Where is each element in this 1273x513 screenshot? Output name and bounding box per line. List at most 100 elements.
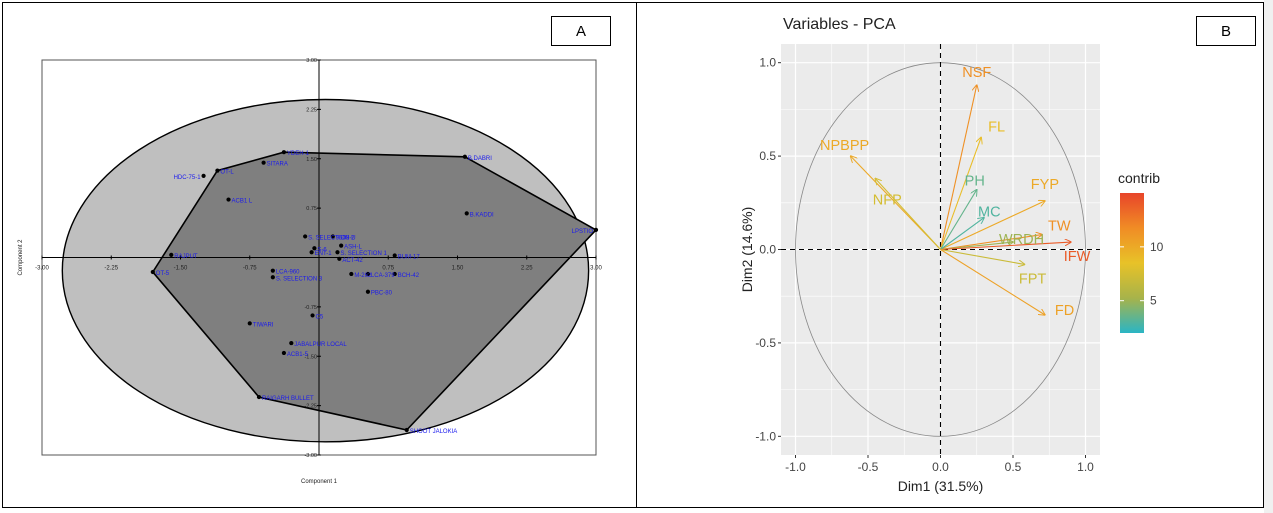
variable-label-fl: FL: [988, 119, 1005, 135]
y-tick-label: -0.5: [755, 336, 776, 350]
panel-b-label: B: [1196, 16, 1256, 46]
x-axis-title: Component 1: [301, 479, 338, 485]
point-label-bch-42: BCH-42: [398, 273, 420, 279]
point-label-ash-l: ASH-L: [344, 245, 362, 251]
variable-arrow-wrdh: [940, 242, 1014, 251]
point-label-ydeh-1: YDEH-1: [287, 151, 310, 157]
point-label-hdc-75-1: HDC-75-1: [174, 175, 202, 181]
y-tick-label: 0.5: [759, 149, 776, 163]
variable-label-nsf: NSF: [962, 65, 991, 81]
point-ot-l: [215, 168, 220, 173]
point-label-s-selection-2: S. SELECTION 2: [308, 235, 355, 241]
point-label-ent-1: ENT-1: [315, 251, 333, 257]
y-tick-label: -0.75: [304, 305, 317, 311]
point-label-b-dabri: B.DABRI: [468, 156, 492, 162]
point-act-42: [337, 256, 342, 261]
point-label-sitara: SITARA: [267, 162, 288, 168]
point-ot-5: [150, 269, 155, 275]
point-acb1-5: [281, 350, 287, 356]
y-tick-label: 1.50: [306, 157, 317, 163]
y-tick-label: -3.00: [304, 453, 317, 459]
variable-label-npbpp: NPBPP: [820, 138, 869, 154]
point-label-pbc-80: PBC-80: [371, 291, 393, 297]
point-acb1-l: [226, 197, 231, 202]
legend-tick-label: 5: [1150, 294, 1157, 308]
point-s-selection-1: [335, 250, 340, 255]
chart-title: Variables - PCA: [783, 16, 896, 33]
point-lca-960: [270, 268, 275, 273]
point-m-262: [349, 271, 354, 277]
x-tick-label: 2.25: [521, 266, 533, 272]
point-label-rajput: RAJPUT: [174, 254, 198, 260]
x-tick-label: 0.0: [932, 460, 949, 474]
x-tick-label: -1.0: [785, 460, 806, 474]
variable-label-wrdh: WRDH: [999, 232, 1044, 248]
point-label-acb1-l: ACB1 L: [232, 199, 253, 205]
y-tick-label: -1.0: [755, 429, 776, 443]
y-axis-title: Dim2 (14.6%): [739, 207, 755, 293]
point-sitara: [261, 160, 266, 165]
legend-colorbar: [1120, 193, 1144, 333]
y-axis-title: Component 2: [18, 239, 24, 276]
point-bum-17: [392, 253, 397, 258]
x-tick-label: -0.5: [858, 460, 879, 474]
y-tick-label: -2.25: [304, 404, 317, 410]
point-s-6: [312, 246, 317, 251]
y-tick-label: 1.0: [759, 56, 776, 70]
point-label-shoot-jalokia: SHOOT JALOKIA: [410, 429, 458, 435]
point-label-bum-17: BUM-17: [398, 255, 421, 261]
point-pbc-80: [365, 289, 371, 294]
point-label-m-262: M-262: [354, 273, 372, 279]
variable-arrow-fyp: [940, 201, 1045, 250]
point-b-dabri: [462, 154, 467, 159]
point-label-lca-379: LCA-379: [371, 273, 395, 279]
point-s-selection-2: [303, 234, 308, 239]
point-bch-42: [392, 271, 397, 277]
variable-arrow-ph: [940, 190, 977, 250]
variable-arrow-nsf: [939, 85, 977, 250]
variable-arrow-nfp: [875, 179, 941, 250]
y-tick-label: 0.75: [306, 206, 317, 212]
point-ent-1: [309, 250, 314, 255]
point-c5: [310, 313, 315, 318]
y-tick-label: 0.0: [759, 243, 776, 257]
x-tick-label: -1.50: [174, 266, 188, 272]
variable-arrow-fpt: [940, 248, 1025, 265]
point-b-kaddi: [464, 211, 469, 216]
y-tick-label: -1.50: [304, 354, 317, 360]
variable-label-nfp: NFP: [873, 193, 902, 209]
convex-hull: [151, 151, 598, 431]
panel-divider: [636, 2, 637, 508]
x-tick-label: 1.0: [1077, 460, 1094, 474]
variable-label-mc: MC: [978, 205, 1001, 221]
point-label-ot-l: OT-L: [220, 170, 234, 176]
point-ash-l: [339, 243, 344, 248]
window-gutter: [1264, 0, 1273, 513]
panel-a-label: A: [551, 16, 611, 46]
legend-title: contrib: [1118, 170, 1160, 186]
point-label-lpstio: LPSTIO: [572, 229, 594, 235]
point-label-act-42: ACT-42: [342, 258, 363, 264]
variable-arrow-fd: [940, 249, 1045, 315]
variable-label-tw: TW: [1048, 219, 1071, 235]
variable-arrow-ifw: [940, 242, 1072, 251]
point-label-acb1-5: ACB1-5: [287, 352, 309, 358]
point-label-lca-960: LCA-960: [276, 270, 300, 276]
variable-label-ifw: IFW: [1064, 249, 1091, 265]
point-raigarh-bullet: [256, 394, 262, 400]
x-tick-label: -0.75: [243, 266, 257, 272]
point-shoot-jalokia: [404, 427, 409, 433]
point-label-ot-5: OT-5: [156, 271, 170, 277]
variable-label-fpt: FPT: [1019, 271, 1047, 287]
variable-label-fyp: FYP: [1031, 177, 1059, 193]
point-label-s-selection-1: S. SELECTION 1: [340, 251, 387, 257]
figure-frame: [2, 2, 1264, 508]
variable-label-ph: PH: [965, 174, 985, 190]
variable-arrow-fl: [939, 137, 982, 250]
variable-arrow-mc: [940, 218, 985, 250]
point-s-selection-3: [270, 275, 275, 280]
point-9608-u: [330, 234, 335, 239]
x-tick-label: -3.00: [35, 266, 49, 272]
point-label-tiwari: TIWARI: [253, 322, 274, 328]
point-tiwari: [247, 321, 252, 326]
